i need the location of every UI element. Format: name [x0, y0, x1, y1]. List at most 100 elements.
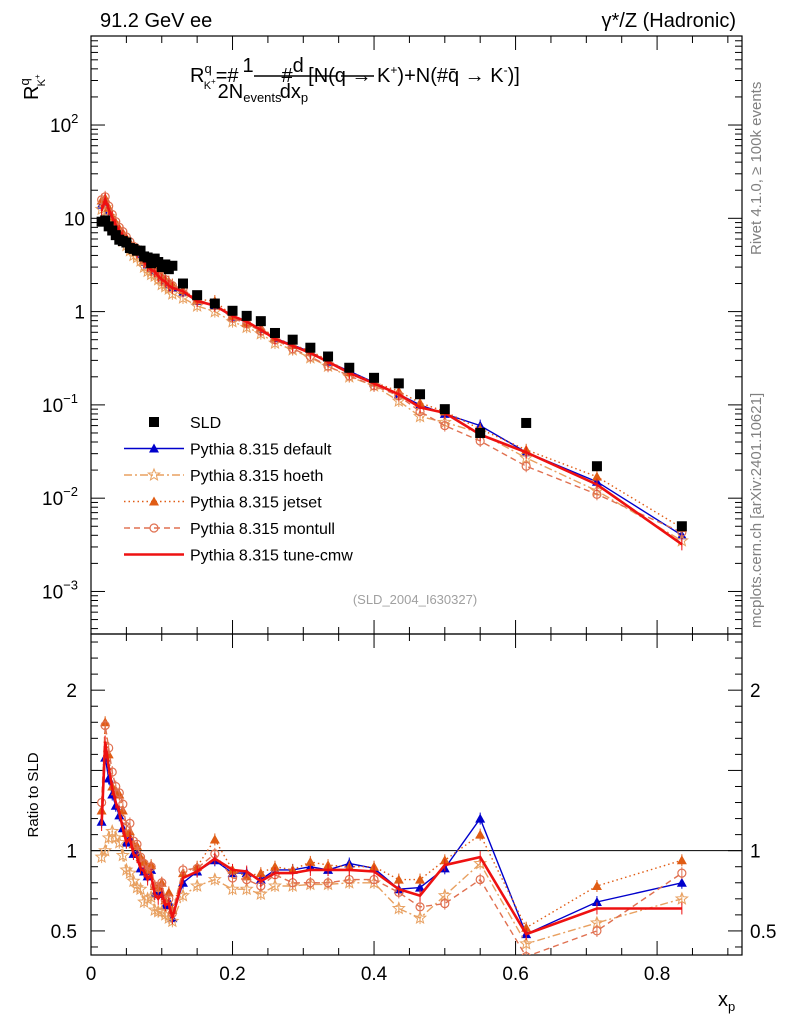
legend-label-jetset: Pythia 8.315 jetset — [190, 495, 322, 512]
bottom-point-montull — [118, 799, 128, 809]
bottom-series-line-cmw — [100, 741, 682, 936]
bottom-point-jetset — [305, 856, 316, 866]
top-y-tick-label: 1 — [74, 303, 85, 324]
top-frame — [90, 35, 743, 635]
bottom-y-tick-label: 0.5 — [51, 922, 77, 943]
legend-marker-hoeth — [147, 467, 161, 482]
sld-data-point — [369, 372, 380, 383]
bottom-point-jetset — [415, 874, 426, 884]
bottom-point-hoeth — [112, 835, 127, 849]
sld-data-point — [591, 461, 602, 472]
x-tick-label: 0.2 — [219, 964, 245, 985]
top-point-hoeth — [165, 286, 180, 300]
bottom-y-axis-title: Ratio to SLD — [25, 752, 42, 837]
top-point-hoeth — [207, 304, 222, 318]
bottom-point-montull — [475, 874, 485, 885]
sld-data-point — [415, 389, 426, 400]
x-tick-label: 0.4 — [361, 964, 388, 985]
bottom-point-hoeth — [151, 904, 166, 918]
sld-data-point — [439, 404, 450, 415]
top-point-montull — [521, 461, 531, 471]
bottom-point-jetset — [255, 868, 266, 878]
bottom-point-hoeth — [473, 856, 488, 870]
bottom-point-hoeth — [105, 824, 120, 838]
mcplots-side-label: mcplots.cern.ch [arXiv:2401.10621] — [748, 392, 765, 628]
legend-label-hoeth: Pythia 8.315 hoeth — [190, 468, 323, 485]
sld-data-point — [209, 298, 220, 309]
sld-data-point — [475, 427, 486, 438]
top-point-hoeth — [190, 298, 205, 312]
bottom-y-tick-label-right: 2 — [750, 681, 761, 702]
top-y-axis-title: Rq K+ — [17, 74, 48, 100]
sld-data-point — [153, 257, 164, 268]
top-point-hoeth — [176, 290, 190, 304]
sld-data-point — [269, 327, 280, 338]
bottom-point-hoeth — [253, 886, 268, 901]
bottom-point-montull — [440, 899, 450, 909]
bottom-frame — [90, 633, 743, 956]
bottom-point-hoeth — [268, 878, 282, 892]
x-tick-label: 0.6 — [502, 964, 528, 985]
bottom-point-montull — [323, 878, 333, 888]
sld-data-point — [323, 351, 334, 362]
bottom-series-line-montull — [100, 725, 683, 955]
sld-data-point — [344, 362, 355, 373]
sld-data-point — [255, 316, 266, 327]
top-series-line-cmw — [100, 195, 683, 546]
bottom-y-tick-label: 2 — [66, 681, 77, 702]
sld-data-point — [100, 215, 111, 226]
sld-data-point — [227, 305, 238, 316]
legend-marker-sld — [149, 417, 159, 427]
bottom-point-jetset — [209, 834, 220, 844]
bottom-point-hoeth — [225, 881, 240, 896]
bottom-point-hoeth — [391, 901, 406, 915]
legend-label-default: Pythia 8.315 default — [190, 442, 332, 459]
bottom-point-hoeth — [94, 849, 109, 863]
x-tick-label: 0.8 — [644, 964, 670, 985]
bottom-series-line-default — [100, 757, 683, 936]
top-y-tick-label: 102 — [50, 111, 78, 137]
bottom-point-hoeth — [126, 873, 141, 888]
rivet-side-label: Rivet 4.1.0, ≥ 100k events — [748, 81, 765, 255]
bottom-point-default — [415, 882, 426, 892]
x-axis-title: xp — [718, 989, 735, 1014]
bottom-point-jetset — [163, 887, 174, 897]
sld-data-point — [142, 252, 153, 263]
bottom-point-jetset — [393, 874, 404, 884]
top-y-tick-label: 10−3 — [42, 577, 78, 603]
sld-data-point — [676, 521, 687, 532]
top-series-line-jetset — [101, 196, 683, 529]
header-left-label: 91.2 GeV ee — [100, 10, 212, 32]
bottom-point-jetset — [269, 861, 280, 871]
bottom-point-montull — [521, 952, 531, 955]
sld-data-point — [305, 342, 316, 353]
bottom-point-montull — [677, 868, 687, 878]
sld-data-point — [393, 378, 404, 389]
bottom-y-tick-label-right: 0.5 — [750, 922, 776, 943]
bottom-point-jetset — [676, 855, 687, 865]
annotation: (SLD_2004_I630327) — [353, 592, 477, 607]
top-y-tick-label: 10−2 — [42, 484, 78, 510]
bottom-point-hoeth — [115, 848, 130, 862]
legend-label-montull: Pythia 8.315 montull — [190, 521, 335, 538]
sld-data-point — [241, 310, 252, 321]
top-y-tick-label: 10 — [64, 209, 85, 230]
bottom-point-montull — [100, 720, 110, 731]
sld-data-point — [287, 334, 298, 345]
sld-data-point — [177, 278, 188, 289]
sld-data-point — [521, 417, 532, 428]
sld-data-point — [167, 260, 178, 271]
bottom-point-hoeth — [519, 936, 534, 950]
bottom-point-jetset — [475, 829, 486, 839]
x-tick-label: 0 — [86, 964, 97, 985]
bottom-point-hoeth — [122, 865, 137, 880]
top-point-jetset — [591, 471, 602, 481]
bottom-point-montull — [125, 818, 135, 828]
top-point-hoeth — [391, 393, 406, 408]
bottom-point-jetset — [591, 880, 602, 890]
bottom-point-montull — [305, 878, 315, 888]
legend-marker-default — [149, 443, 159, 453]
header-right-label: γ*/Z (Hadronic) — [602, 10, 736, 32]
legend-marker-montull — [149, 523, 159, 533]
sld-data-point — [192, 290, 203, 301]
